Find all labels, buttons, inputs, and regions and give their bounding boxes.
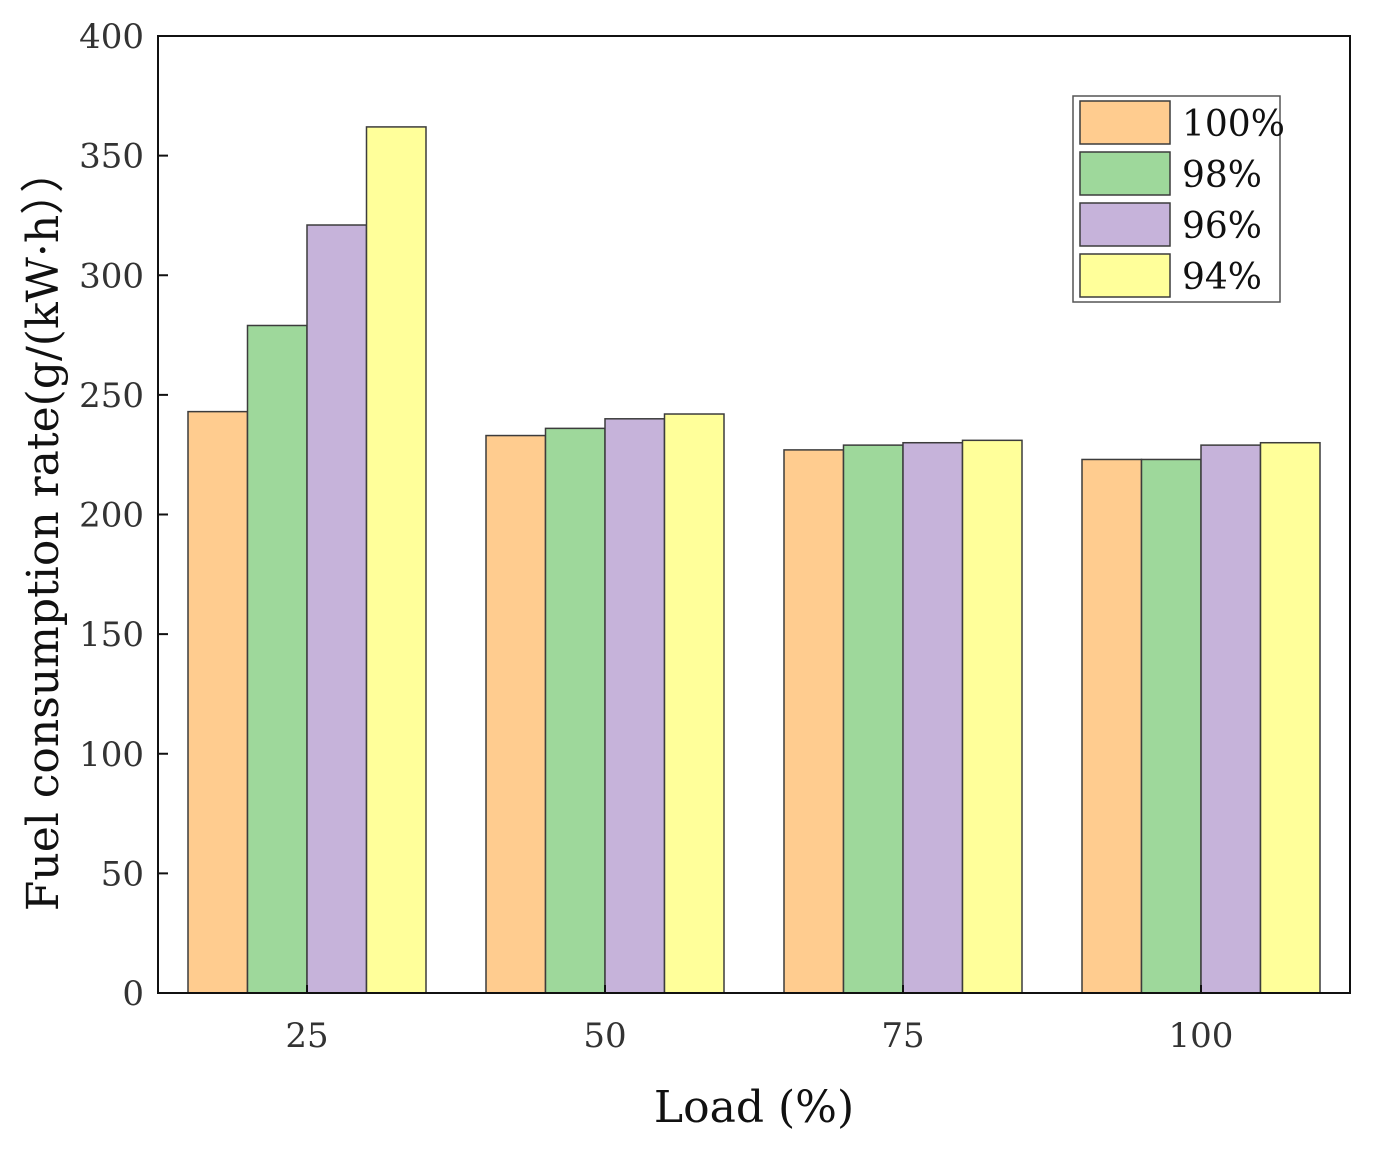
legend-label: 96% (1182, 206, 1262, 247)
y-tick-label: 200 (79, 496, 144, 536)
y-tick-label: 0 (122, 974, 144, 1014)
bar-96pct-load-50 (604, 418, 666, 994)
y-tick-label: 400 (79, 17, 144, 57)
bar-98pct-load-100 (1140, 458, 1202, 994)
legend: 100% 98% 96% 94% (1072, 95, 1285, 303)
y-tick-label: 150 (79, 615, 144, 655)
legend-swatch (1079, 100, 1171, 145)
bar-96pct-load-25 (306, 224, 368, 994)
legend-label: 94% (1182, 257, 1262, 298)
legend-swatch (1079, 253, 1171, 298)
bar-94pct-load-50 (663, 413, 725, 994)
x-tick-label: 25 (285, 1016, 328, 1056)
x-tick-label: 75 (881, 1016, 924, 1056)
y-tick-label: 300 (79, 256, 144, 296)
bars (187, 126, 1321, 994)
bar-94pct-load-75 (961, 439, 1023, 994)
bar-96pct-load-100 (1200, 444, 1262, 994)
y-tick-label: 50 (101, 854, 144, 894)
bar-96pct-load-75 (902, 441, 964, 994)
x-tick-label: 50 (583, 1016, 626, 1056)
x-axis-title: Load (%) (654, 1082, 854, 1133)
y-axis-title: Fuel consumption rate(g/(kW·h）） (18, 149, 69, 911)
bar-100pct-load-25 (187, 410, 249, 994)
x-axis-ticks: 25 50 75 100 (285, 985, 1233, 1056)
y-tick-label: 350 (79, 137, 144, 177)
y-tick-label: 100 (79, 735, 144, 775)
y-axis-ticks: 0 50 100 150 200 250 300 350 400 (79, 17, 168, 1014)
bar-100pct-load-75 (783, 449, 845, 994)
bar-98pct-load-50 (544, 427, 606, 994)
bar-100pct-load-100 (1081, 458, 1143, 994)
y-tick-label: 250 (79, 376, 144, 416)
bar-94pct-load-25 (365, 126, 427, 994)
plot-frame (157, 35, 1351, 994)
bar-94pct-load-100 (1259, 441, 1321, 994)
x-tick-label: 100 (1169, 1016, 1234, 1056)
legend-swatch (1079, 151, 1171, 196)
legend-label: 98% (1182, 155, 1262, 196)
bar-98pct-load-25 (246, 324, 308, 994)
bar-98pct-load-75 (842, 444, 904, 994)
legend-swatch (1079, 202, 1171, 247)
bar-100pct-load-50 (485, 434, 547, 994)
legend-label: 100% (1182, 104, 1285, 145)
